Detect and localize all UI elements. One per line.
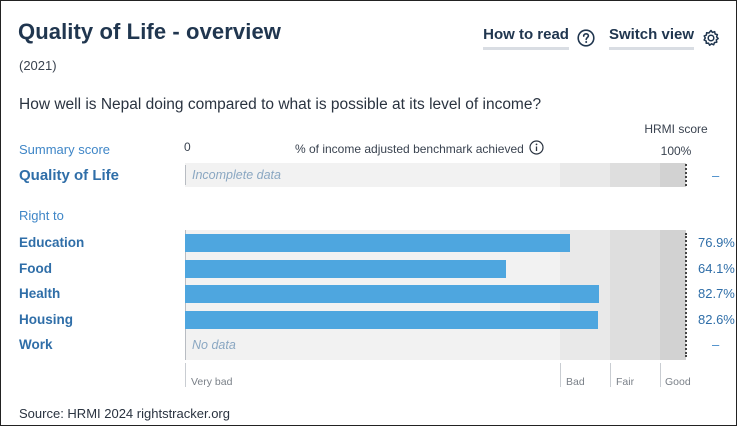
benchmark-dotted-line <box>685 164 687 186</box>
score-work: – <box>712 337 720 352</box>
bar-housing[interactable] <box>185 310 598 329</box>
zone-good <box>660 230 686 360</box>
info-circle-icon[interactable] <box>529 140 544 158</box>
scale-tick-very-bad <box>185 363 186 387</box>
switch-view-button[interactable]: Switch view <box>608 26 720 50</box>
track-start-line <box>185 165 186 185</box>
gear-icon <box>702 29 720 47</box>
row-label-work[interactable]: Work <box>19 337 53 352</box>
scale-tick-bad <box>560 363 561 387</box>
incomplete-data-label: Incomplete data <box>192 168 281 182</box>
hrmi-score-header: HRMI score 100% <box>641 122 711 158</box>
bar-food[interactable] <box>185 259 506 278</box>
quality-of-life-score: – <box>712 168 720 183</box>
axis-zero-label: 0 <box>184 140 191 154</box>
hundred-percent-label: 100% <box>660 144 692 158</box>
quality-of-life-label[interactable]: Quality of Life <box>19 167 120 184</box>
score-food: 64.1% <box>698 260 735 276</box>
row-label-food[interactable]: Food <box>19 260 52 276</box>
summary-score-label: Summary score <box>19 142 111 157</box>
row-label-housing[interactable]: Housing <box>19 311 73 327</box>
scale-label-good: Good <box>665 376 691 388</box>
bar-education[interactable] <box>185 234 570 252</box>
zone-good <box>660 163 686 187</box>
source-text: Source: HRMI 2024 rightstracker.org <box>19 406 230 421</box>
header-actions: How to read Switch view <box>483 26 720 50</box>
zone-bad <box>560 163 610 187</box>
year-label: (2021) <box>19 58 57 73</box>
zone-fair <box>610 230 660 360</box>
score-health: 82.7% <box>698 286 735 301</box>
switch-view-label: Switch view <box>608 26 694 50</box>
score-housing: 82.6% <box>698 311 735 327</box>
how-to-read-label: How to read <box>483 26 569 50</box>
zone-fair <box>610 163 660 187</box>
benchmark-label: % of income adjusted benchmark achieved <box>295 142 524 156</box>
no-data-label-work: No data <box>192 338 236 352</box>
score-education: 76.9% <box>698 235 735 250</box>
bar-health[interactable] <box>185 285 599 303</box>
scale-tick-good <box>660 363 661 387</box>
zone-very-bad <box>185 163 560 187</box>
right-to-label: Right to <box>19 208 64 223</box>
scale-label-bad: Bad <box>566 376 585 388</box>
scale-label-very-bad: Very bad <box>191 376 233 388</box>
hrmi-score-label: HRMI score <box>644 122 708 136</box>
benchmark-axis-title: % of income adjusted benchmark achieved <box>295 140 544 158</box>
scale-tick-fair <box>610 363 611 387</box>
row-label-health[interactable]: Health <box>19 286 61 301</box>
page-title: Quality of Life - overview <box>18 19 281 44</box>
question-text: How well is Nepal doing compared to what… <box>19 96 542 113</box>
row-label-education[interactable]: Education <box>19 235 85 250</box>
question-circle-icon <box>577 29 595 47</box>
scale-label-fair: Fair <box>616 376 635 388</box>
quality-of-life-track <box>185 163 686 187</box>
how-to-read-button[interactable]: How to read <box>483 26 595 50</box>
benchmark-dotted-line <box>685 233 687 357</box>
